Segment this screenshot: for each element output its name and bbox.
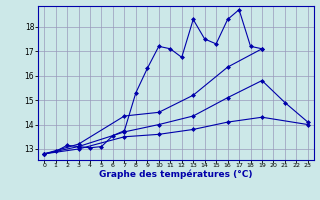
X-axis label: Graphe des températures (°C): Graphe des températures (°C) [99,170,253,179]
